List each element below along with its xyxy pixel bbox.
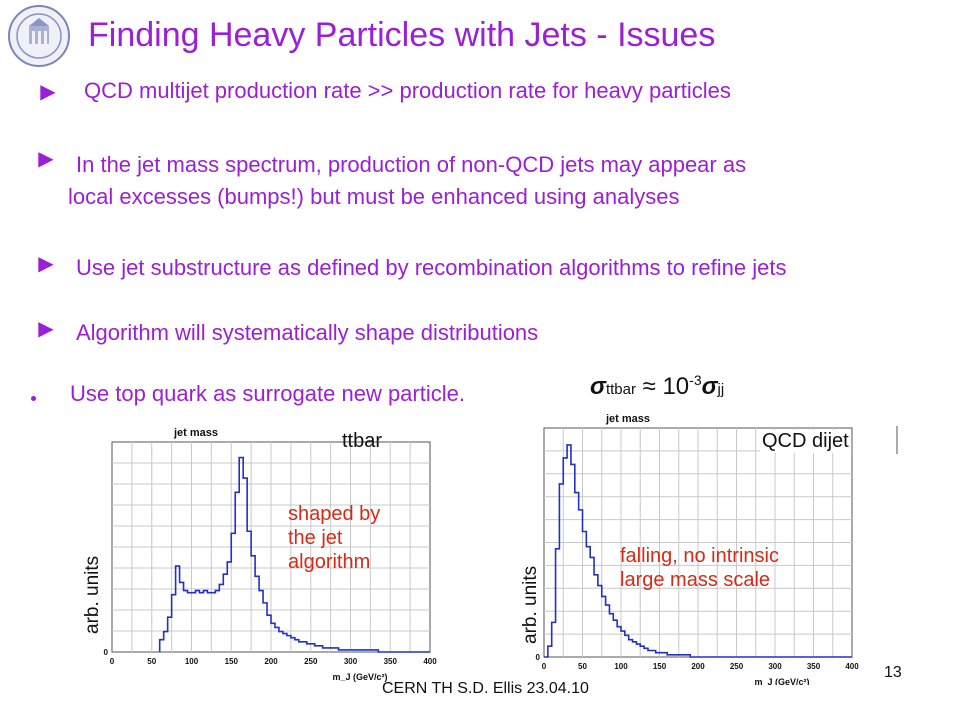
ttbar-xlabel: m_J (GeV/c²) [332,672,387,682]
bullet-4-line-1: Algorithm will systematically shape dist… [76,320,539,345]
qcd-xtick-label: 50 [578,662,587,671]
list-bullet-icon: ▶ [38,253,54,275]
ttbar-xtick-label: 200 [264,657,278,666]
bullet-2-line-2: local excesses (bumps!) but must be enha… [68,184,680,209]
sub-bullet-text: Use top quark as surrogate new particle. [70,381,465,406]
ttbar-note-line-1: shaped by [288,503,381,525]
bullet-2-line-1: In the jet mass spectrum, production of … [76,152,747,177]
ttbar-histogram: jet mass 0 50 100 150 200 250 300 350 400 0 m_J (Ge… [104,427,438,682]
footer-text: CERN TH S.D. Ellis 23.04.10 [382,680,589,697]
qcd-xtick-label: 150 [653,662,667,671]
sub-bullet-dot [31,396,36,401]
ttbar-xtick-label: 150 [225,657,239,666]
list-bullet-icon: ▶ [38,148,54,170]
bullet-3-line-1: Use jet substructure as defined by recom… [76,255,787,280]
ttbar-xtick-label: 250 [304,657,318,666]
qcd-ytick-label: 0 [536,653,541,662]
formula-exp: -3 [689,372,702,388]
list-bullet-icon: ▶ [40,81,56,103]
list-bullet-icon: ▶ [38,318,54,340]
ttbar-xtick-label: 300 [344,657,358,666]
slide-title: Finding Heavy Particles with Jets - Issu… [88,16,716,54]
formula-sigma-1: σ [590,373,606,400]
qcd-chart-title: jet mass [605,413,650,425]
ttbar-note-line-3: algorithm [288,551,371,573]
qcd-xtick-label: 300 [768,662,782,671]
formula-sigma-2: σ [701,373,718,400]
qcd-chart: jet mass 0 50 100 150 200 250 300 350 400 0 m_J (Ge… [530,410,870,690]
formula-sub-ttbar: ttbar [605,381,636,398]
qcd-label: QCD dijet [760,430,851,453]
ttbar-note-line-2: the jet [288,527,343,549]
page-number: 13 [884,664,902,681]
ttbar-xtick-label: 350 [384,657,398,666]
ttbar-chart-title: jet mass [173,427,218,439]
ttbar-ylabel: arb. units [82,555,103,634]
qcd-series-line [544,444,852,658]
ttbar-ytick-label: 0 [104,648,109,657]
qcd-xtick-label: 400 [845,662,859,671]
qcd-xtick-label: 250 [730,662,744,671]
qcd-xlabel: m_J (GeV/c²) [754,677,809,685]
qcd-xtick-label: 200 [691,662,705,671]
cross-section-formula: σttbar ≈ 10-3σjj [590,372,724,401]
formula-sub-jj: jj [717,381,725,398]
qcd-xtick-label: 100 [614,662,628,671]
university-seal-icon [4,4,74,68]
ttbar-chart: jet mass 0 50 100 150 200 250 300 350 400 0 m_J (Ge… [100,420,440,690]
qcd-histogram: jet mass 0 50 100 150 200 250 300 350 400 0 m_J (Ge… [536,413,860,687]
bullet-1-line-1: QCD multijet production rate >> producti… [84,78,731,103]
qcd-xtick-label: 350 [807,662,821,671]
ttbar-xtick-label: 100 [185,657,199,666]
ttbar-xtick-label: 400 [423,657,437,666]
ttbar-xtick-label: 0 [110,657,115,666]
ttbar-series-line [158,456,430,653]
formula-approx: ≈ 10 [635,373,690,400]
qcd-label-divider [896,426,898,454]
qcd-note-line-2: large mass scale [620,569,771,591]
ttbar-xtick-label: 50 [147,657,156,666]
qcd-ylabel: arb. units [520,565,541,644]
qcd-note-line-1: falling, no intrinsic [620,545,779,567]
ttbar-label: ttbar [342,430,383,452]
qcd-xtick-label: 0 [542,662,547,671]
